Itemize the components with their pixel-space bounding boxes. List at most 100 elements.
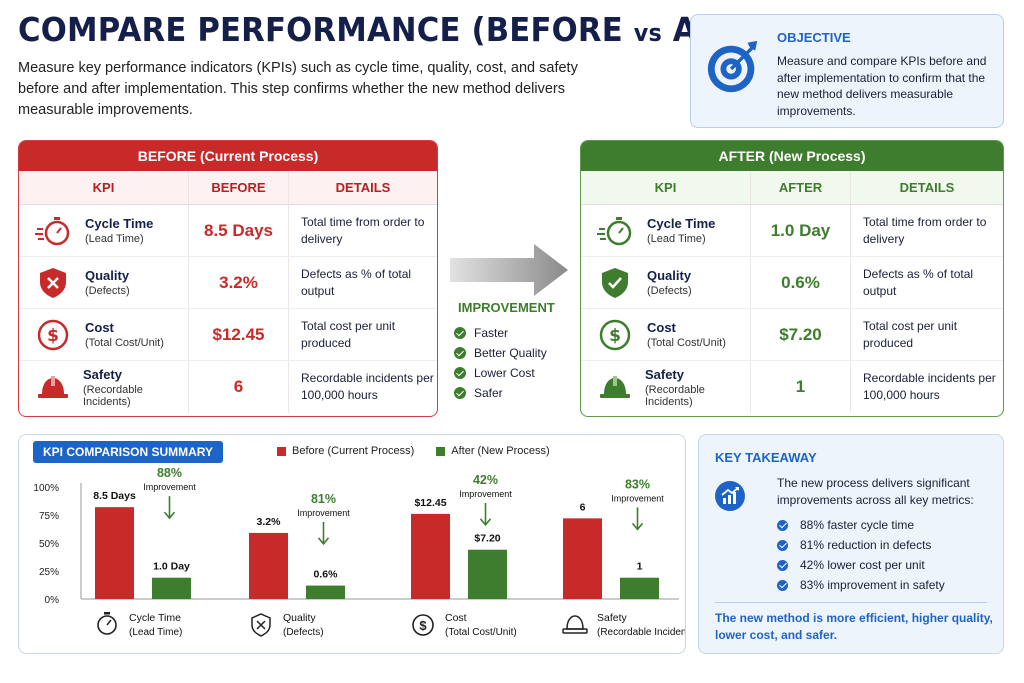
- hardhat-icon: [566, 615, 584, 630]
- check-icon: [777, 519, 788, 531]
- page-title: COMPARE PERFORMANCE (BEFORE vs AFTER): [18, 10, 798, 49]
- kpi-name: Cycle Time: [647, 216, 716, 231]
- check-icon: [454, 327, 466, 339]
- category-sublabel: (Total Cost/Unit): [445, 627, 517, 638]
- svg-text:$: $: [609, 326, 621, 346]
- takeaway-heading: KEY TAKEAWAY: [715, 450, 817, 465]
- down-arrow-head: [163, 511, 176, 520]
- kpi-sub: (Total Cost/Unit): [647, 337, 726, 349]
- table-row: Cycle Time (Lead Time) 1.0 Day Total time…: [581, 205, 1003, 257]
- y-tick-label: 25%: [39, 567, 59, 578]
- table-row: Safety (Recordable Incidents) 1 Recordabl…: [581, 361, 1003, 413]
- column-header-before: BEFORE: [189, 171, 289, 204]
- shield-x-mark: [256, 620, 266, 630]
- before-panel: BEFORE (Current Process) KPI BEFORE DETA…: [18, 140, 438, 417]
- table-row: $ Cost (Total Cost/Unit) $12.45 Total cos…: [19, 309, 437, 361]
- data-label-before: 3.2%: [257, 516, 282, 528]
- category-sublabel: (Lead Time): [129, 627, 182, 638]
- kpi-details: Recordable incidents per 100,000 hours: [301, 371, 434, 402]
- key-takeaway-card: KEY TAKEAWAY The new process delivers si…: [698, 434, 1004, 654]
- legend-item-before: Before (Current Process): [277, 445, 414, 457]
- improvement-percent: 83%: [625, 477, 650, 491]
- bar-after: [152, 577, 191, 599]
- hardhat-icon: [35, 369, 73, 405]
- improvement-label: Improvement: [143, 482, 196, 492]
- y-tick-label: 100%: [33, 483, 59, 494]
- objective-card: OBJECTIVE Measure and compare KPIs befor…: [690, 14, 1004, 128]
- y-tick-label: 75%: [39, 511, 59, 522]
- hardhat-icon: [597, 369, 635, 405]
- improvement-label: Improvement: [611, 493, 664, 503]
- takeaway-conclusion: The new method is more efficient, higher…: [715, 611, 993, 642]
- kpi-name: Cycle Time: [85, 216, 154, 231]
- list-item: 83% improvement in safety: [777, 575, 945, 595]
- target-icon: [707, 40, 758, 93]
- kpi-name: Cost: [85, 320, 114, 335]
- kpi-value: $12.45: [189, 309, 289, 360]
- kpi-sub: (Defects): [85, 285, 130, 297]
- kpi-details: Recordable incidents per 100,000 hours: [863, 371, 996, 402]
- kpi-value: 1: [751, 361, 851, 413]
- list-item: 42% lower cost per unit: [777, 555, 945, 575]
- kpi-name: Safety: [644, 366, 684, 382]
- column-header-kpi: KPI: [581, 171, 751, 204]
- list-item: 88% faster cycle time: [777, 515, 945, 535]
- kpi-name: Safety: [82, 366, 122, 382]
- summary-title: KPI COMPARISON SUMMARY: [33, 441, 224, 463]
- kpi-sub: (Lead Time): [85, 233, 144, 245]
- category-label: Safety: [597, 612, 628, 624]
- improvement-percent: 88%: [157, 466, 182, 480]
- kpi-details: Total cost per unit produced: [863, 318, 958, 350]
- kpi-sub: (Defects): [647, 285, 692, 297]
- bar-after: [468, 549, 507, 599]
- improvement-label: Improvement: [297, 508, 350, 518]
- svg-text:$: $: [47, 326, 59, 346]
- stopwatch-hand: [106, 619, 112, 626]
- down-arrow-head: [479, 518, 492, 527]
- list-item: Faster: [454, 323, 564, 343]
- stopwatch-icon: [35, 213, 75, 249]
- data-label-after: $7.20: [474, 533, 500, 545]
- improvement-label: Improvement: [459, 489, 512, 499]
- check-icon: [454, 367, 466, 379]
- kpi-value: 3.2%: [189, 257, 289, 308]
- kpi-sub: (Total Cost/Unit): [85, 337, 164, 349]
- check-icon: [777, 579, 788, 591]
- category-sublabel: (Defects): [283, 627, 324, 638]
- table-row: $ Cost (Total Cost/Unit) $7.20 Total cost…: [581, 309, 1003, 361]
- kpi-value: 8.5 Days: [189, 205, 289, 256]
- kpi-details: Defects as % of total output: [301, 266, 412, 298]
- improvement-heading: IMPROVEMENT: [458, 300, 555, 315]
- dollar-icon: $: [597, 317, 637, 353]
- data-label-after: 1: [637, 561, 643, 573]
- data-label-before: $12.45: [414, 497, 446, 509]
- bar-after: [620, 577, 659, 599]
- data-label-after: 0.6%: [314, 569, 339, 581]
- y-tick-label: 0%: [45, 595, 60, 606]
- check-icon: [777, 539, 788, 551]
- dollar-icon: $: [35, 317, 75, 353]
- improvement-percent: 81%: [311, 492, 336, 506]
- kpi-details: Total time from order to delivery: [301, 214, 425, 246]
- list-item: 81% reduction in defects: [777, 535, 945, 555]
- kpi-value: 1.0 Day: [751, 205, 851, 256]
- bar-after: [306, 585, 345, 599]
- column-header-after: AFTER: [751, 171, 851, 204]
- divider: [715, 602, 987, 603]
- table-row: Quality (Defects) 0.6% Defects as % of to…: [581, 257, 1003, 309]
- table-row: Cycle Time (Lead Time) 8.5 Days Total tim…: [19, 205, 437, 257]
- kpi-value: 6: [189, 361, 289, 413]
- stopwatch-icon: [97, 615, 117, 635]
- category-label: Quality: [283, 612, 316, 624]
- category-label: Cycle Time: [129, 612, 181, 624]
- category-label: Cost: [445, 612, 467, 624]
- kpi-value: $7.20: [751, 309, 851, 360]
- data-label-after: 1.0 Day: [153, 561, 190, 573]
- hardhat-brim: [562, 628, 588, 634]
- kpi-sub: (Lead Time): [647, 233, 706, 245]
- trending-chart-icon: [715, 481, 745, 511]
- bar-before: [249, 532, 288, 599]
- table-row: Safety (Recordable Incidents) 6 Recordabl…: [19, 361, 437, 413]
- dollar-sign: $: [419, 618, 427, 633]
- list-item: Safer: [454, 383, 564, 403]
